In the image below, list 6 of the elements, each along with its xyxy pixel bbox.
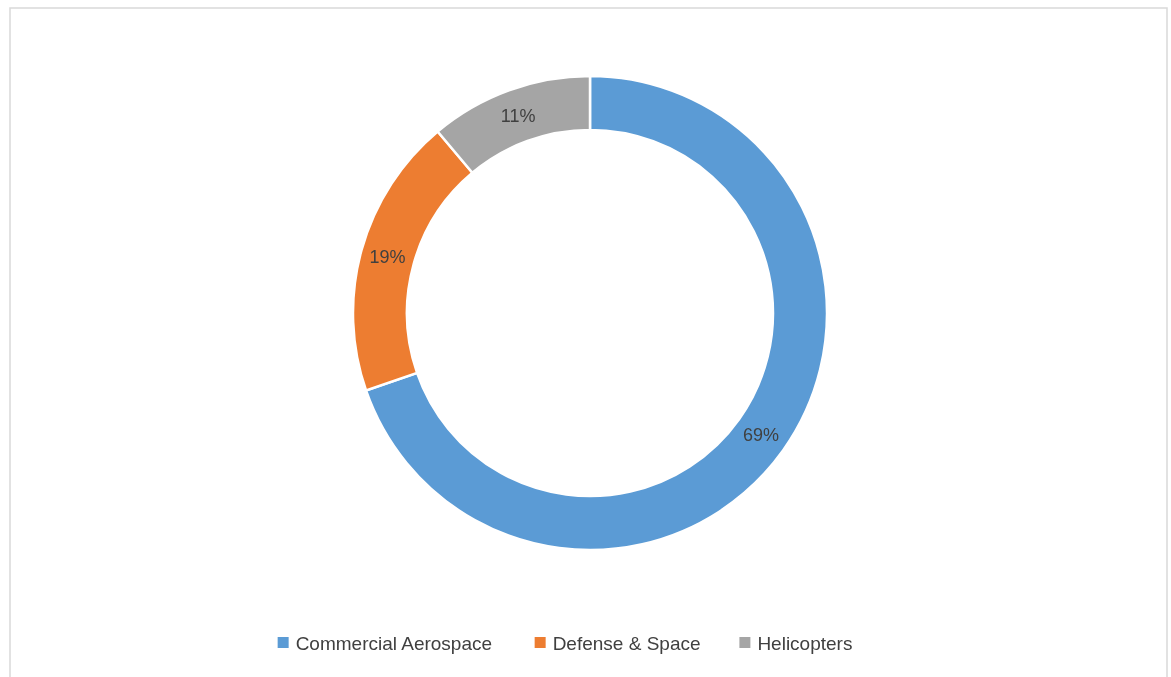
data-label: 11%	[500, 105, 536, 126]
legend-label: Defense & Space	[552, 632, 701, 654]
data-label: 19%	[369, 247, 406, 268]
legend-label: Commercial Aerospace	[295, 632, 493, 654]
data-label: 69%	[743, 424, 780, 445]
legend-label: Helicopters	[757, 632, 853, 654]
